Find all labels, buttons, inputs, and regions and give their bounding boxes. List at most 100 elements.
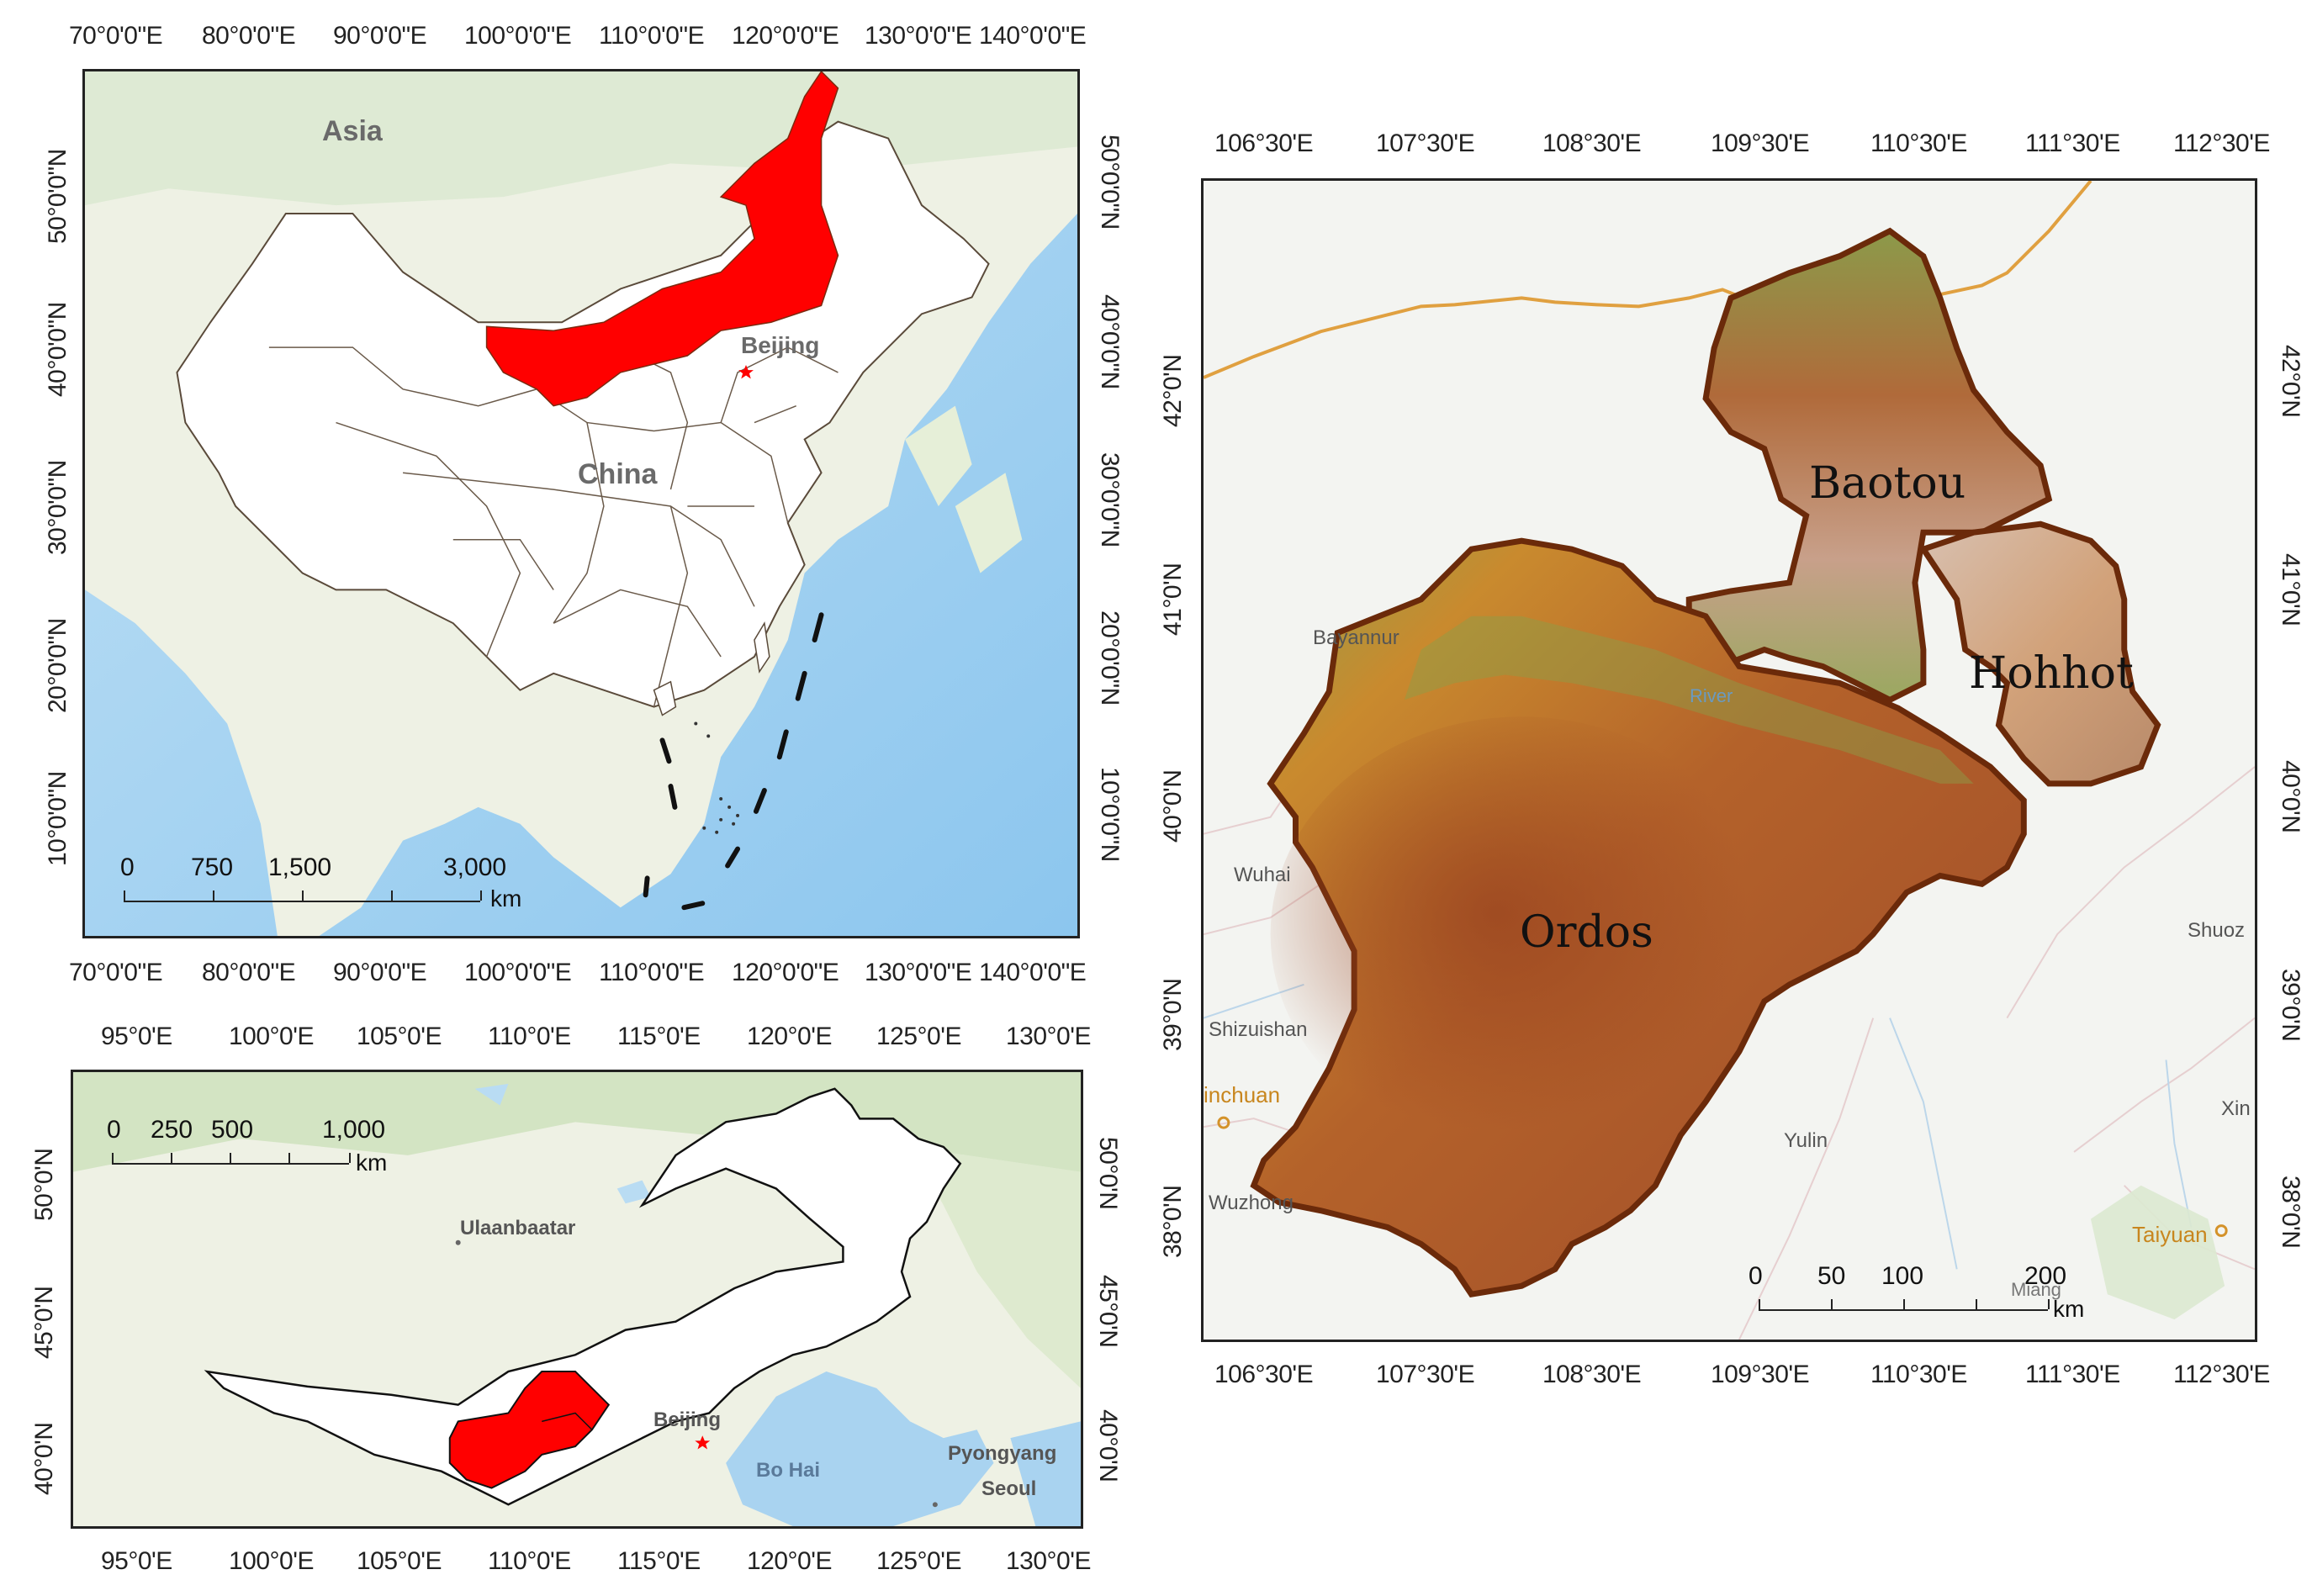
taiwan-outline (754, 621, 770, 674)
region-y-tick-right: 50°0'N (1094, 1137, 1122, 1210)
scale-tick-label: 1,000 (322, 1116, 386, 1144)
region-x-tick-bottom: 110°0'E (488, 1547, 571, 1575)
yinchuan-label: inchuan (1204, 1082, 1281, 1107)
china-x-tick-top: 110°0'0"E (599, 22, 705, 50)
study-y-tick-right: 39°0'N (2277, 969, 2304, 1042)
taiyuan-dot (2214, 1224, 2228, 1238)
china-x-tick-bottom: 140°0'0"E (979, 959, 1087, 986)
ulaanbaatar-label: Ulaanbaatar (460, 1217, 576, 1239)
china-scale-bar: 0 750 1,500 3,000 km (120, 853, 521, 921)
bohai-sea (726, 1371, 994, 1526)
china-y-tick-right: 20°0'0"N (1096, 610, 1124, 706)
region-y-tick-left: 40°0'N (30, 1422, 58, 1495)
beijing-star-icon (695, 1435, 711, 1450)
region-y-tick-left: 50°0'N (30, 1148, 58, 1221)
bohai-label: Bo Hai (756, 1459, 821, 1482)
study-y-tick-left: 40°0'N (1159, 769, 1187, 843)
china-y-tick-right: 50°0'0"N (1096, 135, 1124, 230)
inner-mongolia-outline (204, 1087, 962, 1506)
region-x-tick-bottom: 130°0'E (1006, 1547, 1091, 1575)
study-x-tick-top: 107°30'E (1376, 129, 1475, 157)
china-y-tick-right: 40°0'0"N (1096, 294, 1124, 389)
inner-mongolia-highlight (485, 71, 839, 407)
region-x-tick-top: 120°0'E (747, 1023, 832, 1050)
study-x-tick-top: 112°30'E (2173, 129, 2270, 157)
china-x-tick-top: 120°0'0"E (732, 22, 839, 50)
region-x-tick-top: 125°0'E (876, 1023, 961, 1050)
china-x-tick-bottom: 120°0'0"E (732, 959, 839, 986)
china-y-tick-right: 30°0'0"N (1096, 452, 1124, 547)
region-x-tick-bottom: 95°0'E (101, 1547, 172, 1575)
study-x-tick-bottom: 109°30'E (1711, 1361, 1810, 1388)
pyongyang-label: Pyongyang (948, 1442, 1057, 1465)
scale-tick-label: 500 (211, 1116, 254, 1144)
baotou-label: Baotou (1809, 458, 1966, 509)
study-x-tick-top: 106°30'E (1214, 129, 1314, 157)
china-basemap (85, 71, 1077, 936)
study-y-tick-right: 42°0'N (2277, 345, 2304, 418)
seoul-dot (932, 1502, 938, 1508)
china-y-tick-left: 20°0'0"N (44, 618, 71, 713)
wuhai-label: Wuhai (1234, 864, 1291, 886)
scale-tick-label: 0 (107, 1116, 121, 1144)
china-x-tick-bottom: 80°0'0"E (202, 959, 296, 986)
scale-tick-label: 50 (1817, 1262, 1846, 1290)
yinchuan-dot (1217, 1116, 1230, 1129)
river-label: River (1690, 685, 1733, 706)
region-scale-bar: 0 250 500 1,000 km (107, 1116, 426, 1183)
scale-tick-label: 3,000 (443, 853, 507, 881)
china-x-tick-bottom: 70°0'0"E (69, 959, 163, 986)
hohhot-region (1918, 521, 2161, 787)
china-x-tick-bottom: 110°0'0"E (599, 959, 705, 986)
region-x-tick-bottom: 115°0'E (617, 1547, 701, 1575)
study-x-tick-top: 110°30'E (1870, 129, 1967, 157)
study-x-tick-bottom: 106°30'E (1214, 1361, 1314, 1388)
study-x-tick-bottom: 108°30'E (1542, 1361, 1642, 1388)
study-x-tick-bottom: 112°30'E (2173, 1361, 2270, 1388)
beijing-label: Beijing (741, 332, 820, 358)
xin-label: Xin (2221, 1097, 2251, 1120)
region-x-tick-bottom: 125°0'E (876, 1547, 961, 1575)
scale-tick-label: 200 (2024, 1262, 2067, 1290)
region-basemap (73, 1072, 1081, 1526)
baotou-region (1685, 227, 2053, 704)
china-x-tick-top: 100°0'0"E (464, 22, 572, 50)
region-x-tick-top: 110°0'E (488, 1023, 571, 1050)
study-scale-bar: 0 50 100 200 km (1742, 1262, 2103, 1329)
scale-tick-label: 750 (191, 853, 234, 881)
china-x-tick-top: 90°0'0"E (333, 22, 427, 50)
scale-tick-label: 0 (1749, 1262, 1763, 1290)
region-x-tick-bottom: 105°0'E (357, 1547, 442, 1575)
beijing-star-icon (738, 364, 754, 379)
asia-label: Asia (322, 115, 383, 147)
miang-label: Miang (2011, 1279, 2061, 1300)
china-x-tick-top: 140°0'0"E (979, 22, 1087, 50)
region-x-tick-top: 115°0'E (617, 1023, 701, 1050)
shizuishan-label: Shizuishan (1209, 1018, 1308, 1041)
region-x-tick-bottom: 100°0'E (229, 1547, 314, 1575)
beijing-label: Beijing (653, 1408, 722, 1431)
study-y-tick-left: 41°0'N (1159, 563, 1187, 636)
ordos-label: Ordos (1520, 907, 1653, 958)
seoul-label: Seoul (981, 1477, 1037, 1500)
hohhot-label: Hohhot (1969, 648, 2134, 699)
ulaanbaatar-dot (455, 1239, 461, 1245)
ordos-relief-shade (1270, 716, 1773, 1152)
china-x-tick-bottom: 90°0'0"E (333, 959, 427, 986)
study-x-tick-top: 109°30'E (1711, 129, 1810, 157)
scale-unit: km (2053, 1296, 2085, 1322)
south-china-sea-islands (694, 721, 740, 834)
china-y-tick-left: 10°0'0"N (44, 771, 71, 866)
wuzhong-label: Wuzhong (1209, 1192, 1294, 1214)
study-y-tick-left: 39°0'N (1159, 978, 1187, 1051)
region-x-tick-top: 130°0'E (1006, 1023, 1091, 1050)
study-area-map (1204, 181, 2255, 1340)
scale-tick-label: 0 (120, 853, 135, 881)
region-x-tick-top: 95°0'E (101, 1023, 172, 1050)
study-x-tick-bottom: 111°30'E (2025, 1361, 2120, 1388)
scale-unit: km (490, 885, 522, 912)
hainan-outline (653, 680, 677, 716)
region-y-tick-right: 40°0'N (1094, 1409, 1122, 1482)
china-x-tick-top: 70°0'0"E (69, 22, 163, 50)
study-y-tick-right: 38°0'N (2277, 1176, 2304, 1249)
